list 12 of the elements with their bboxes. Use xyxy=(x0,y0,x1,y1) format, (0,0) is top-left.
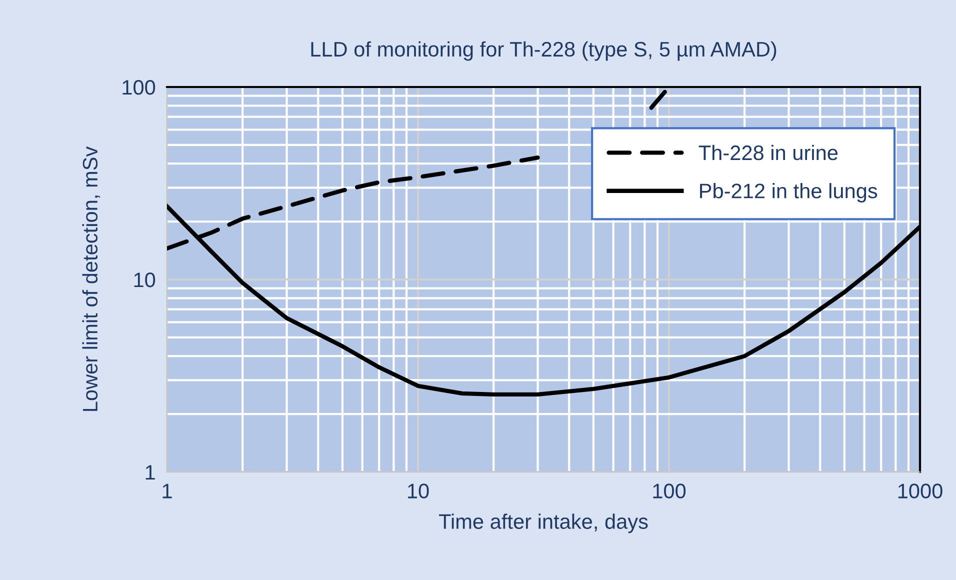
chart-title: LLD of monitoring for Th-228 (type S, 5 µm AMAD) xyxy=(311,41,776,61)
x-tick-label: 10 xyxy=(408,484,429,498)
x-axis-title: Time after intake, days xyxy=(439,514,648,534)
legend-label: Th-228 in urine xyxy=(698,144,838,160)
legend-label: Pb-212 in the lungs xyxy=(700,183,878,202)
y-tick-label: 10 xyxy=(134,272,156,288)
y-axis-title: Lower limit of detection, mSv xyxy=(82,146,100,411)
y-tick-label: 1 xyxy=(146,465,155,480)
x-tick-label: 1 xyxy=(162,484,172,498)
y-tick-label: 100 xyxy=(122,80,156,95)
x-tick-label: 1000 xyxy=(898,484,942,498)
x-tick-label: 100 xyxy=(653,484,686,498)
